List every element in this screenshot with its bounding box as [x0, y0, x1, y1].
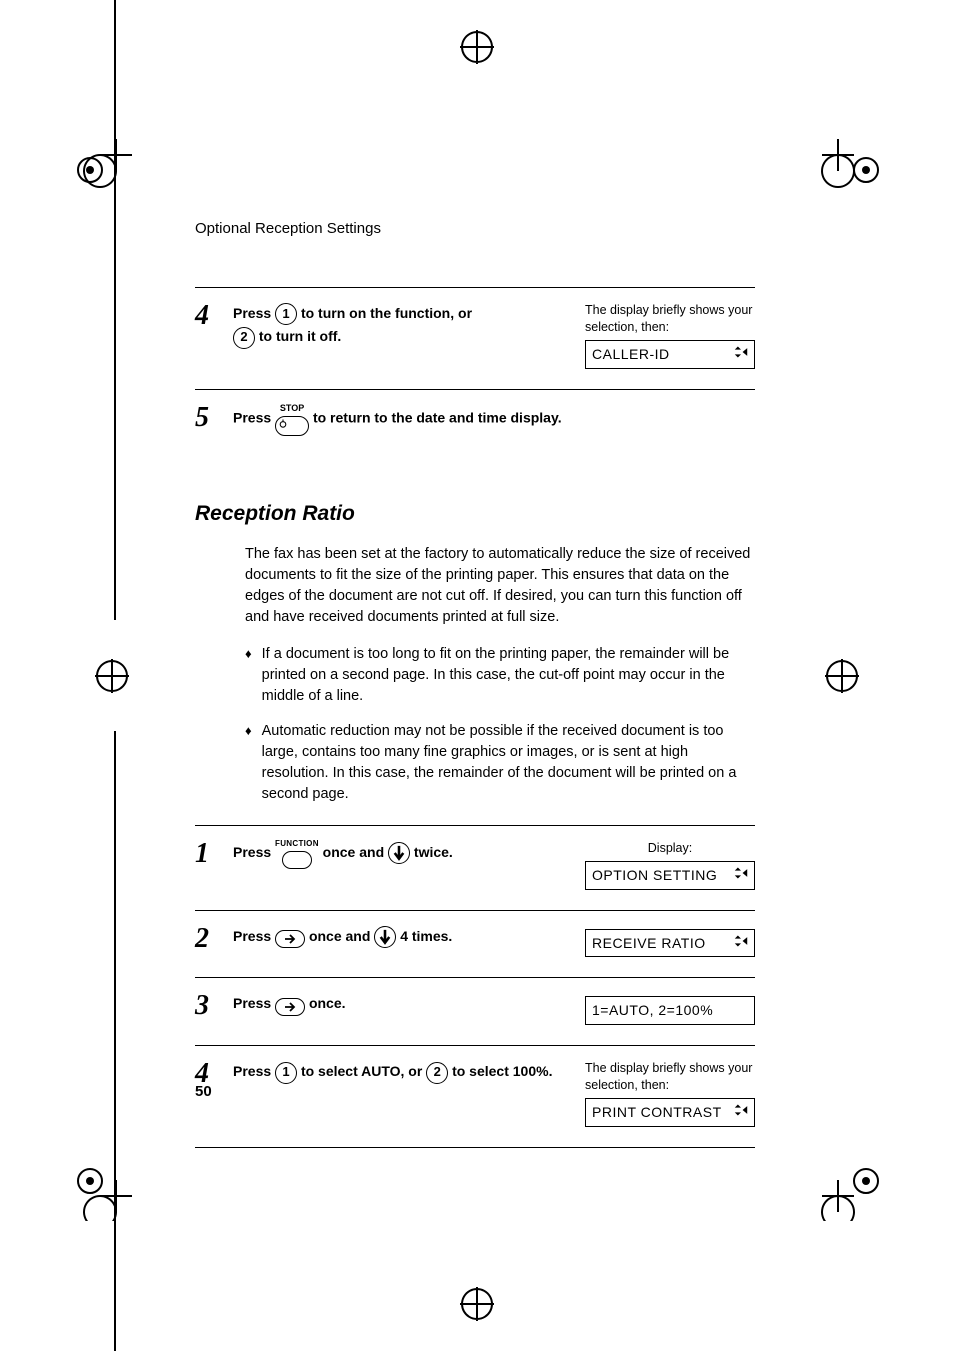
bullet-item: ♦ Automatic reduction may not be possibl… — [245, 721, 755, 805]
step-number: 2 — [195, 925, 217, 953]
section-title: Reception Ratio — [195, 502, 755, 526]
registration-mark-br — [814, 1151, 884, 1221]
text: Press — [233, 844, 275, 860]
down-arrow-key-icon — [374, 926, 396, 948]
step-2: 2 Press once and 4 times. RECEIVE RATIO — [195, 910, 755, 978]
text: to select 100%. — [452, 1063, 552, 1079]
step-display-info: The display briefly shows your selection… — [585, 302, 755, 369]
display-caption: Display: — [585, 840, 755, 857]
right-arrow-key-icon — [275, 998, 305, 1016]
step-instruction: Press FUNCTION once and twice. — [233, 840, 565, 890]
step-instruction: Press 1 to turn on the function, or 2 to… — [233, 302, 565, 369]
lcd-text: RECEIVE RATIO — [592, 934, 706, 953]
text: Press — [233, 305, 275, 321]
lcd-text: CALLER-ID — [592, 345, 670, 364]
step-number: 5 — [195, 404, 217, 432]
step-instruction: Press once and 4 times. — [233, 925, 565, 958]
text: 4 times. — [400, 928, 452, 944]
cont-step-4: 4 Press 1 to turn on the function, or 2 … — [195, 287, 755, 389]
step-display-info: 1=AUTO, 2=100% — [585, 992, 755, 1025]
text: Press — [233, 409, 275, 425]
key-2-icon: 2 — [426, 1062, 448, 1084]
lcd-text: 1=AUTO, 2=100% — [592, 1001, 713, 1020]
key-1-icon: 1 — [275, 303, 297, 325]
function-key-icon: FUNCTION — [275, 840, 319, 867]
bullet-diamond-icon: ♦ — [245, 721, 252, 805]
bullet-text: Automatic reduction may not be possible … — [262, 721, 755, 805]
display-caption: The display briefly shows your selection… — [585, 1060, 755, 1094]
bullet-diamond-icon: ♦ — [245, 644, 252, 707]
step-instruction: Press STOP to return to the date and tim… — [233, 404, 755, 434]
lcd-text: OPTION SETTING — [592, 866, 717, 885]
step-3: 3 Press once. 1=AUTO, 2=100% — [195, 977, 755, 1045]
registration-mark-left — [95, 659, 129, 693]
registration-mark-bottom — [460, 1287, 494, 1321]
crop-line-vertical-bottom — [114, 731, 116, 1351]
lcd-display: CALLER-ID — [585, 340, 755, 369]
step-display-info: Display: OPTION SETTING — [585, 840, 755, 890]
lcd-display: PRINT CONTRAST — [585, 1098, 755, 1127]
text: once. — [309, 995, 346, 1011]
text: once and — [309, 928, 374, 944]
text: Press — [233, 995, 275, 1011]
page-number: 50 — [195, 1083, 212, 1100]
step-display-info: The display briefly shows your selection… — [585, 1060, 755, 1127]
text: Press — [233, 1063, 275, 1079]
registration-mark-top — [460, 30, 494, 64]
step-display-info: RECEIVE RATIO — [585, 925, 755, 958]
text: to select AUTO, or — [301, 1063, 426, 1079]
running-head: Optional Reception Settings — [195, 220, 755, 237]
step-4: 4 Press 1 to select AUTO, or 2 to select… — [195, 1045, 755, 1148]
lcd-display: OPTION SETTING — [585, 861, 755, 890]
registration-mark-bl — [70, 1151, 140, 1221]
stop-key-icon: STOP — [275, 404, 309, 434]
bullet-text: If a document is too long to fit on the … — [262, 644, 755, 707]
text: twice. — [414, 844, 453, 860]
lcd-display: RECEIVE RATIO — [585, 929, 755, 958]
text: to turn it off. — [259, 328, 341, 344]
step-instruction: Press once. — [233, 992, 565, 1025]
function-label: FUNCTION — [275, 840, 319, 848]
crop-line-vertical-top — [114, 0, 116, 620]
lcd-display: 1=AUTO, 2=100% — [585, 996, 755, 1025]
stop-label: STOP — [280, 404, 304, 413]
updown-right-arrow-icon — [734, 934, 748, 953]
registration-mark-tl — [70, 130, 140, 200]
bullet-item: ♦ If a document is too long to fit on th… — [245, 644, 755, 707]
step-1: 1 Press FUNCTION once and twice. Display — [195, 825, 755, 910]
text: to turn on the function, or — [301, 305, 472, 321]
page-content: Optional Reception Settings 4 Press 1 to… — [195, 220, 755, 1148]
updown-right-arrow-icon — [734, 345, 748, 364]
step-number: 3 — [195, 992, 217, 1020]
display-caption: The display briefly shows your selection… — [585, 302, 755, 336]
step-number: 4 — [195, 302, 217, 330]
registration-mark-tr — [814, 130, 884, 200]
updown-right-arrow-icon — [734, 866, 748, 885]
key-1-icon: 1 — [275, 1062, 297, 1084]
text: to return to the date and time display. — [313, 409, 562, 425]
lcd-text: PRINT CONTRAST — [592, 1103, 722, 1122]
key-2-icon: 2 — [233, 327, 255, 349]
updown-right-arrow-icon — [734, 1103, 748, 1122]
right-arrow-key-icon — [275, 930, 305, 948]
text: Press — [233, 928, 275, 944]
step-number: 1 — [195, 840, 217, 868]
step-instruction: Press 1 to select AUTO, or 2 to select 1… — [233, 1060, 565, 1127]
intro-paragraph: The fax has been set at the factory to a… — [245, 544, 755, 628]
text: once and — [323, 844, 388, 860]
registration-mark-right — [825, 659, 859, 693]
cont-step-5: 5 Press STOP to return to the date and t… — [195, 389, 755, 454]
down-arrow-key-icon — [388, 842, 410, 864]
